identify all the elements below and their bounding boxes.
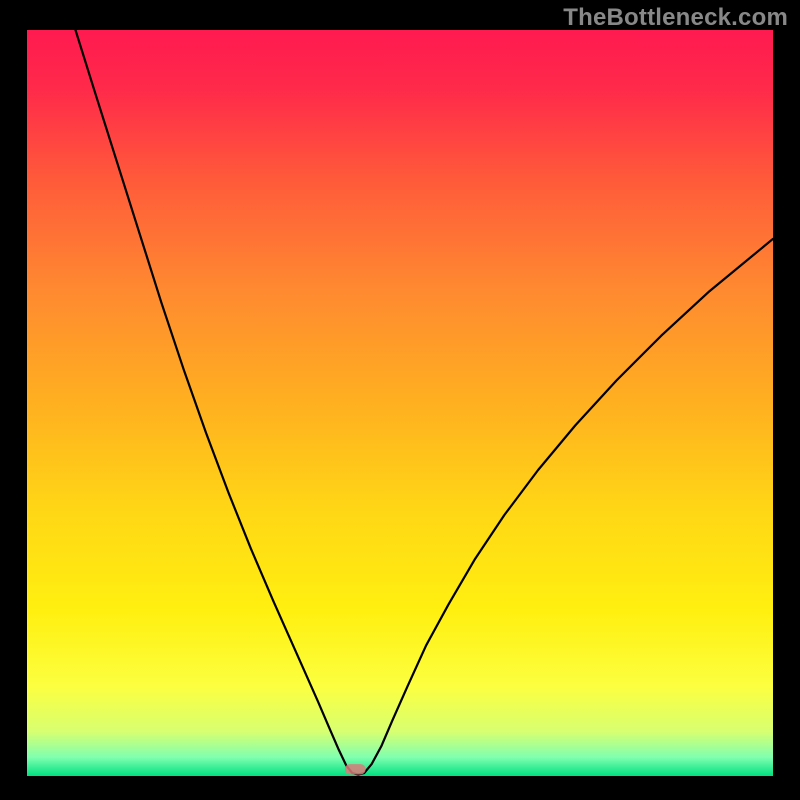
chart-frame: TheBottleneck.com — [0, 0, 800, 800]
plot-area — [27, 30, 773, 776]
optimum-marker — [345, 764, 366, 774]
gradient-background — [27, 30, 773, 776]
watermark-label: TheBottleneck.com — [563, 4, 788, 32]
bottleneck-curve-chart — [27, 30, 773, 776]
